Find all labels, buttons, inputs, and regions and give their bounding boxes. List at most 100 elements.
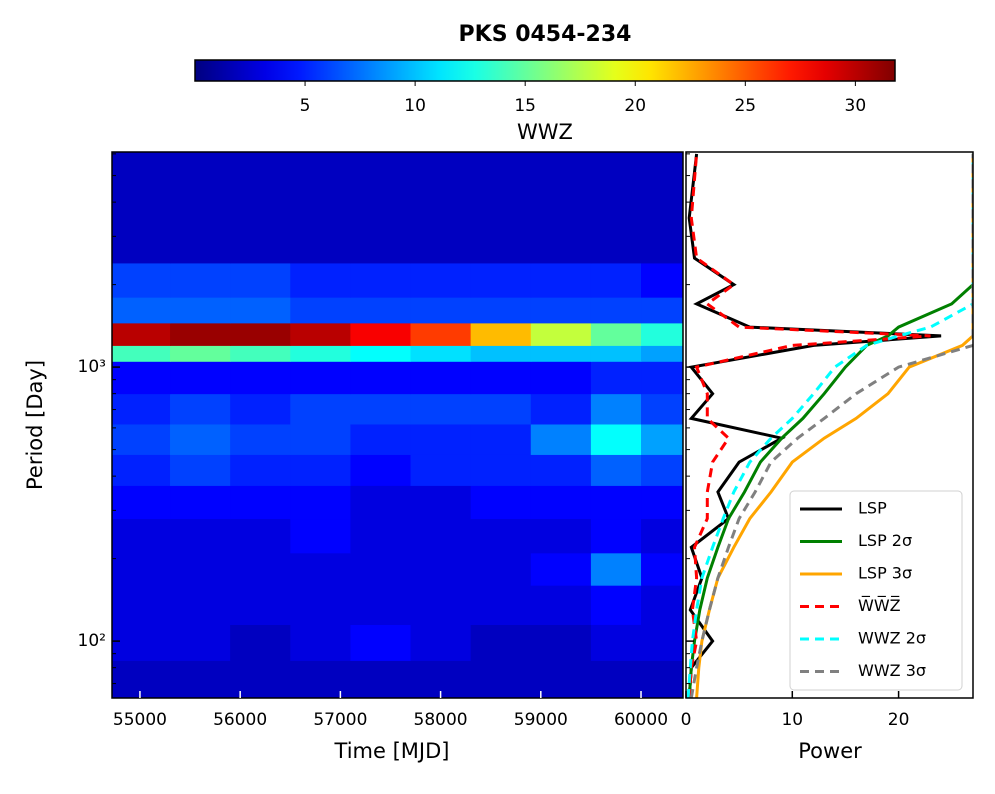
heatmap-cell bbox=[112, 393, 171, 425]
heatmap-cell bbox=[350, 585, 412, 625]
heatmap-cell bbox=[290, 485, 351, 520]
heatmap-cell bbox=[530, 454, 592, 486]
power-curve bbox=[687, 153, 973, 698]
heatmap-cell bbox=[590, 345, 642, 362]
heatmap-cell bbox=[470, 454, 532, 486]
heatmap-cell bbox=[530, 624, 592, 661]
heatmap-cell bbox=[470, 585, 532, 625]
heatmap-cell bbox=[170, 262, 231, 298]
heatmap-cell bbox=[530, 345, 592, 362]
chart-title: PKS 0454-234 bbox=[459, 22, 632, 47]
power-curve bbox=[689, 153, 973, 698]
heatmap-cell bbox=[170, 393, 231, 425]
heatmap-cell bbox=[641, 262, 683, 298]
legend-label: WWZ 2σ bbox=[858, 629, 926, 648]
heatmap-cell bbox=[641, 152, 683, 264]
heatmap-cell bbox=[350, 262, 412, 298]
heatmap-cell bbox=[170, 297, 231, 324]
heatmap-cell bbox=[230, 262, 291, 298]
heatmap-cell bbox=[112, 454, 171, 486]
heatmap-cell bbox=[530, 660, 592, 698]
heatmap-cell bbox=[230, 322, 291, 346]
heatmap-cell bbox=[590, 552, 642, 586]
heatmap-cell bbox=[230, 454, 291, 486]
heatmap-cell bbox=[590, 152, 642, 264]
heatmap-cell bbox=[410, 152, 472, 264]
heatmap-cell bbox=[230, 423, 291, 455]
heatmap-cell bbox=[112, 552, 171, 586]
x-tick-label: 20 bbox=[888, 710, 910, 730]
x-tick-label: 0 bbox=[681, 710, 692, 730]
heatmap-cell bbox=[470, 361, 532, 395]
heatmap-cell bbox=[470, 624, 532, 661]
heatmap-cell bbox=[230, 518, 291, 554]
heatmap-cell bbox=[410, 361, 472, 395]
heatmap-cell bbox=[112, 485, 171, 520]
heatmap-cell bbox=[590, 454, 642, 486]
heatmap-cell bbox=[112, 518, 171, 554]
x-tick-label: 59000 bbox=[514, 710, 568, 730]
heatmap-cell bbox=[350, 518, 412, 554]
heatmap-cell bbox=[290, 585, 351, 625]
heatmap-cell bbox=[530, 423, 592, 455]
heatmap-cell bbox=[230, 552, 291, 586]
heatmap-cell bbox=[590, 361, 642, 395]
heatmap-cell bbox=[170, 585, 231, 625]
heatmap-cell bbox=[170, 361, 231, 395]
heatmap-cell bbox=[112, 262, 171, 298]
heatmap-cell bbox=[290, 361, 351, 395]
heatmap-cell bbox=[641, 552, 683, 586]
heatmap-cell bbox=[530, 152, 592, 264]
heatmap-cell bbox=[112, 361, 171, 395]
heatmap-cell bbox=[350, 552, 412, 586]
legend-label: W̅W̅Z̅ bbox=[858, 596, 901, 615]
heatmap-cell bbox=[230, 297, 291, 324]
heatmap-cell bbox=[410, 423, 472, 455]
heatmap-cell bbox=[170, 660, 231, 698]
legend-label: LSP 2σ bbox=[858, 531, 912, 550]
legend-label: WWZ 3σ bbox=[858, 661, 926, 680]
heatmap-cell bbox=[590, 660, 642, 698]
heatmap-cell bbox=[290, 660, 351, 698]
heatmap-cell bbox=[530, 518, 592, 554]
heatmap-cell bbox=[590, 624, 642, 661]
heatmap-cell bbox=[170, 518, 231, 554]
x-axis-label: Power bbox=[798, 739, 862, 763]
heatmap-cell bbox=[470, 393, 532, 425]
legend-label: LSP bbox=[858, 499, 887, 518]
heatmap-cell bbox=[590, 423, 642, 455]
heatmap-cell bbox=[112, 322, 171, 346]
heatmap-cell bbox=[641, 423, 683, 455]
heatmap-cell bbox=[641, 345, 683, 362]
heatmap-cell bbox=[530, 393, 592, 425]
heatmap-cell bbox=[410, 585, 472, 625]
heatmap-cell bbox=[290, 393, 351, 425]
power-curve bbox=[695, 153, 973, 698]
heatmap-cell bbox=[470, 660, 532, 698]
colorbar-tick-label: 15 bbox=[514, 96, 536, 116]
legend-label: LSP 3σ bbox=[858, 564, 912, 583]
heatmap-cell bbox=[470, 262, 532, 298]
heatmap-cell bbox=[290, 262, 351, 298]
heatmap-cell bbox=[350, 454, 412, 486]
heatmap-cell bbox=[170, 485, 231, 520]
heatmap-cell bbox=[530, 585, 592, 625]
heatmap-cell bbox=[470, 552, 532, 586]
colorbar-tick-label: 20 bbox=[624, 96, 646, 116]
heatmap-cell bbox=[290, 454, 351, 486]
heatmap-cell bbox=[590, 585, 642, 625]
heatmap-cell bbox=[170, 552, 231, 586]
heatmap-cell bbox=[350, 345, 412, 362]
heatmap-cell bbox=[641, 361, 683, 395]
x-axis-label: Time [MJD] bbox=[334, 739, 450, 763]
colorbar-tick-label: 30 bbox=[845, 96, 867, 116]
heatmap-cell bbox=[470, 152, 532, 264]
heatmap-cell bbox=[410, 393, 472, 425]
heatmap-cell bbox=[410, 297, 472, 324]
x-tick-label: 10 bbox=[781, 710, 803, 730]
heatmap-cell bbox=[170, 423, 231, 455]
heatmap-cell bbox=[350, 423, 412, 455]
heatmap-cell bbox=[410, 322, 472, 346]
heatmap-cell bbox=[170, 152, 231, 264]
heatmap-cell bbox=[112, 423, 171, 455]
